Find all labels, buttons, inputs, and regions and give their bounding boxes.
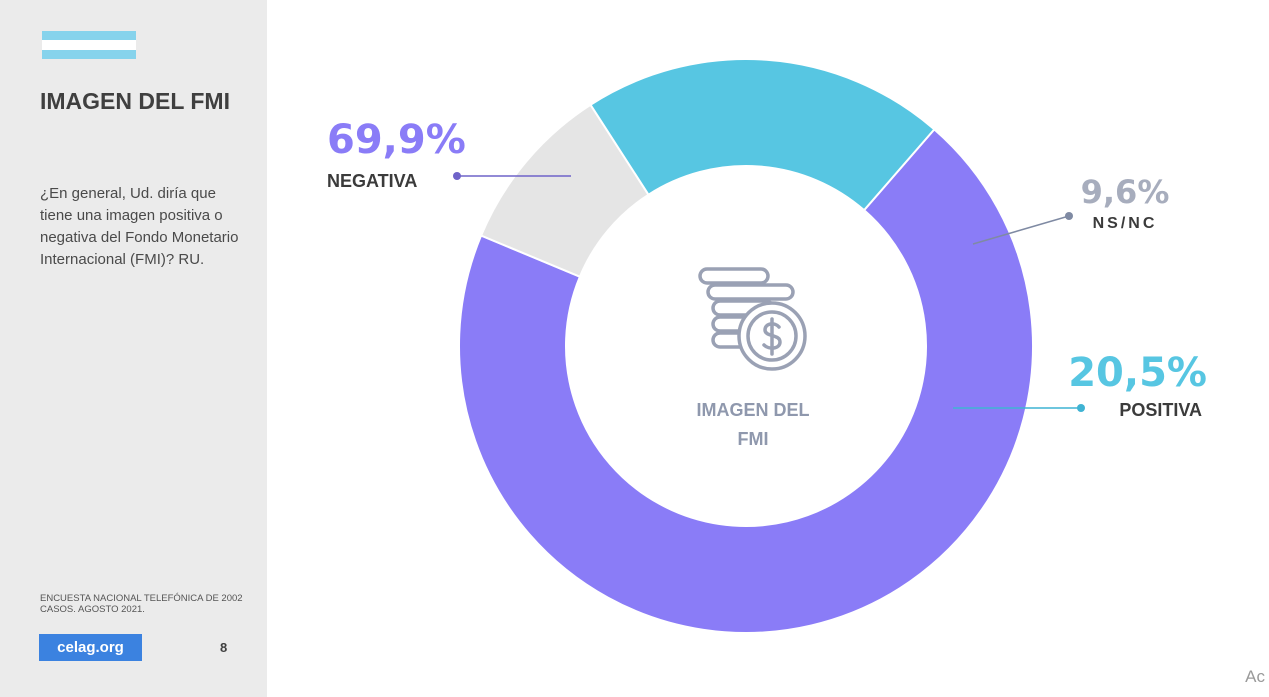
- donut-slice-negativa: [458, 127, 1034, 634]
- page-title: IMAGEN DEL FMI: [40, 88, 230, 114]
- leader-line: [972, 215, 1070, 245]
- leader-dot: [1077, 404, 1085, 412]
- slice-category-label: NS/NC: [1093, 215, 1158, 232]
- survey-question: ¿En general, Ud. diría que tiene una ima…: [40, 185, 239, 268]
- flag-stripe-middle: [42, 40, 136, 50]
- flag-stripe-bottom: [42, 49, 136, 59]
- survey-source: ENCUESTA NACIONAL TELEFÓNICA DE 2002 CAS…: [40, 593, 243, 615]
- slice-value-label: 9,6%: [1081, 173, 1170, 211]
- center-label-line-2: FMI: [738, 429, 769, 449]
- leader-dot: [453, 172, 461, 180]
- sidebar: IMAGEN DEL FMI ¿En general, Ud. diría qu…: [0, 0, 267, 697]
- slice-value-label: 69,9%: [327, 117, 466, 163]
- leader-dot: [1065, 212, 1073, 220]
- flag-stripe-top: [42, 31, 136, 41]
- donut-slices: [458, 57, 1034, 634]
- celag-logo[interactable]: celag.org: [39, 634, 142, 661]
- slice-labels: 69,9% NEGATIVA 9,6% NS/NC 20,5% POSITIVA: [327, 117, 1207, 420]
- money-coins-icon: [698, 267, 807, 371]
- donut-chart: 69,9% NEGATIVA 9,6% NS/NC 20,5% POSITIVA IMAG…: [327, 57, 1207, 634]
- slice-value-label: 20,5%: [1068, 350, 1207, 396]
- slice-category-label: NEGATIVA: [327, 171, 417, 191]
- page-number: 8: [220, 640, 228, 655]
- donut-slice-positiva: [589, 57, 936, 212]
- slice-category-label: POSITIVA: [1119, 400, 1202, 420]
- corner-text: Ac: [1245, 667, 1265, 686]
- argentina-flag-icon: [42, 31, 136, 59]
- center-label-line-1: IMAGEN DEL: [696, 400, 809, 420]
